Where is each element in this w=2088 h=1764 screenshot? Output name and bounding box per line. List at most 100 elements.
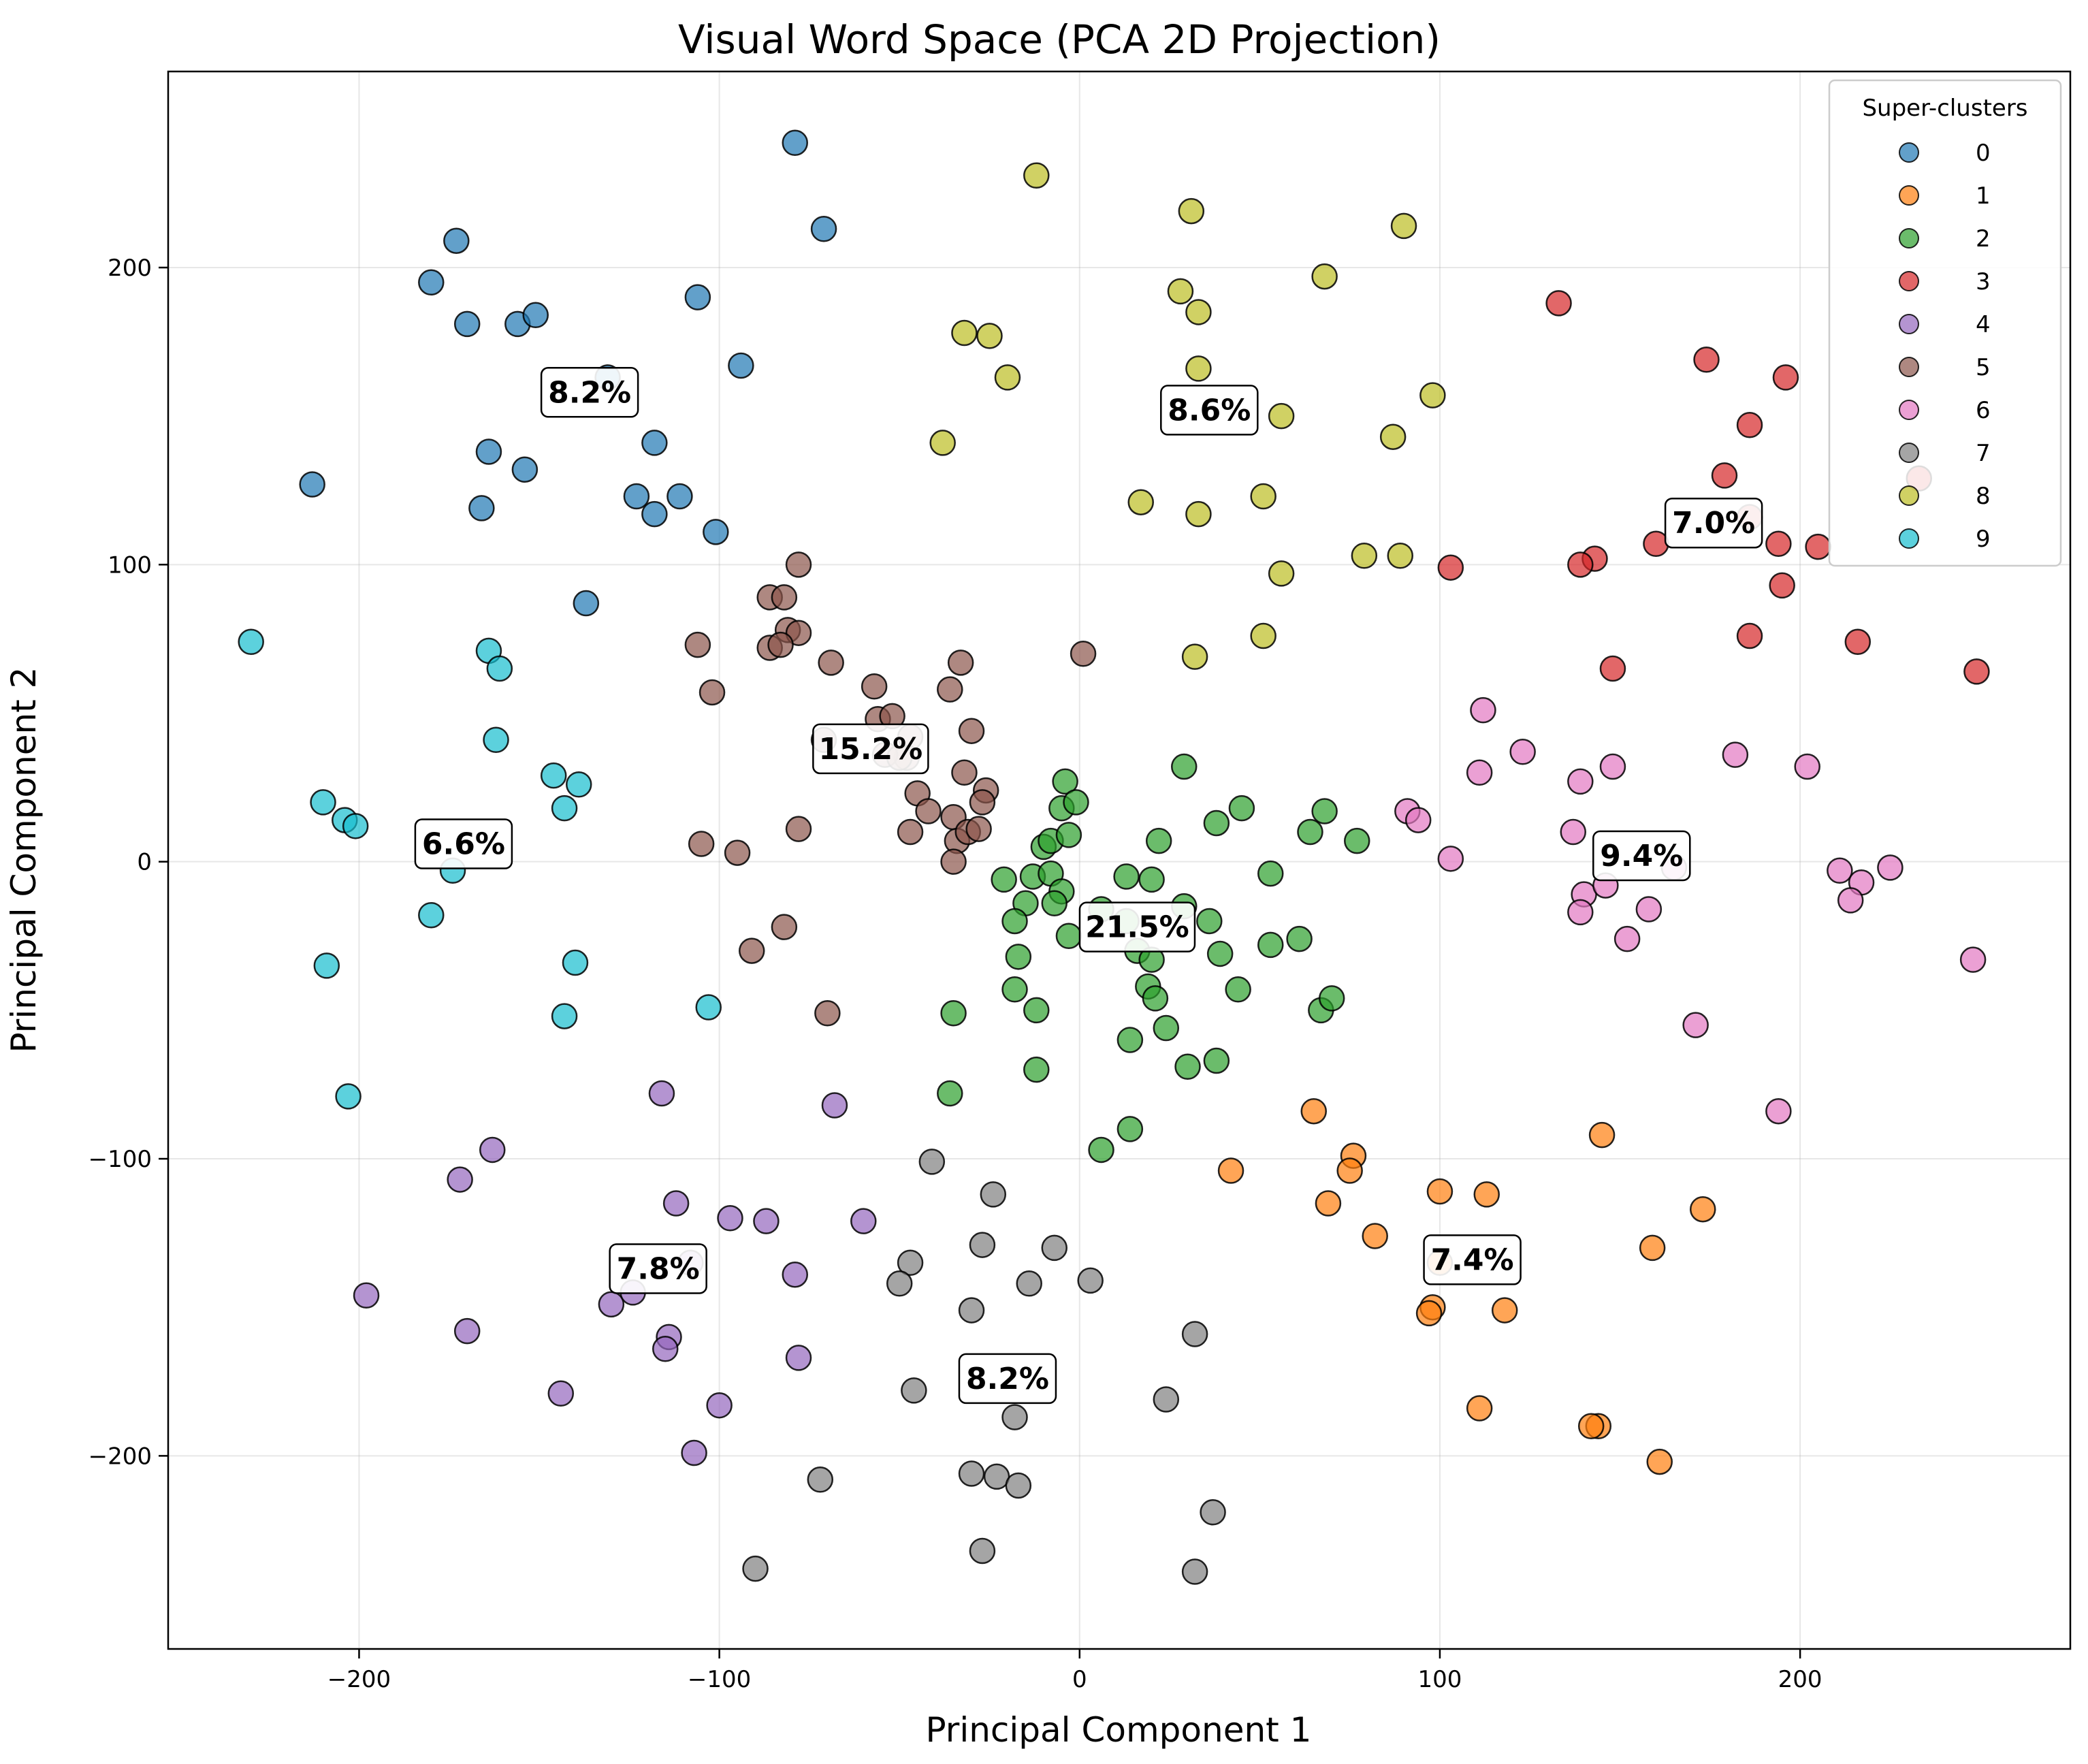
annotation-box (1423, 1234, 1522, 1285)
x-tick-label: 200 (1778, 1666, 1822, 1693)
data-point-cluster-8 (1185, 355, 1212, 382)
data-point-cluster-7 (742, 1555, 769, 1582)
legend-marker-5 (1899, 357, 1919, 377)
data-point-cluster-8 (1250, 483, 1276, 510)
legend-marker-7 (1899, 443, 1919, 463)
legend-entry-label: 7 (1976, 440, 1991, 467)
legend-marker-4 (1899, 314, 1919, 334)
data-point-cluster-7 (1016, 1270, 1042, 1297)
data-point-cluster-6 (1613, 925, 1641, 952)
data-point-cluster-5 (688, 831, 715, 857)
data-point-cluster-8 (1268, 560, 1295, 587)
data-point-cluster-6 (1722, 741, 1749, 768)
data-point-cluster-4 (447, 1166, 473, 1193)
data-point-cluster-2 (1206, 940, 1234, 967)
data-point-cluster-4 (753, 1208, 780, 1234)
data-point-cluster-9 (562, 949, 589, 976)
data-point-cluster-4 (547, 1380, 575, 1407)
annotation-box (414, 818, 513, 869)
data-point-cluster-8 (951, 319, 978, 347)
percentage-label: 8.2% (966, 1362, 1049, 1396)
data-point-cluster-7 (807, 1466, 834, 1493)
data-point-cluster-2 (1318, 985, 1345, 1012)
data-point-cluster-7 (918, 1149, 946, 1175)
data-point-cluster-5 (937, 676, 963, 703)
data-point-cluster-5 (915, 798, 942, 824)
data-point-cluster-9 (540, 762, 567, 789)
x-axis-label: Principal Component 1 (926, 1710, 1312, 1750)
data-point-cluster-7 (969, 1232, 996, 1258)
data-point-cluster-5 (958, 718, 985, 744)
annotation-box (1664, 497, 1763, 549)
data-point-cluster-2 (1153, 1014, 1180, 1042)
data-point-cluster-2 (1113, 863, 1140, 890)
legend-marker-6 (1899, 400, 1919, 420)
percentage-label: 7.0% (1672, 506, 1755, 541)
data-point-cluster-3 (1545, 290, 1572, 317)
data-point-cluster-2 (1257, 860, 1284, 887)
data-point-cluster-6 (1635, 896, 1663, 923)
data-point-cluster-2 (1138, 866, 1165, 893)
data-point-cluster-8 (1178, 197, 1205, 225)
data-point-cluster-9 (551, 1003, 578, 1029)
data-point-cluster-2 (940, 999, 967, 1027)
data-point-cluster-0 (810, 216, 837, 242)
percentage-label: 21.5% (1085, 910, 1189, 945)
data-point-cluster-2 (1005, 944, 1032, 970)
legend-entry-label: 1 (1976, 182, 1991, 210)
data-point-cluster-4 (850, 1208, 877, 1234)
data-point-cluster-3 (1963, 658, 1990, 685)
data-point-cluster-2 (1225, 976, 1251, 1003)
percentage-label: 8.2% (548, 375, 631, 410)
annotation-box (1078, 901, 1196, 952)
data-point-cluster-4 (782, 1261, 808, 1288)
data-point-cluster-3 (1844, 628, 1872, 656)
data-point-cluster-3 (1437, 554, 1464, 581)
data-point-cluster-2 (1203, 1047, 1230, 1074)
y-tick-label: 100 (108, 551, 152, 579)
data-point-cluster-6 (1827, 857, 1853, 884)
data-point-cluster-1 (1415, 1300, 1443, 1327)
chart-title: Visual Word Space (PCA 2D Projection) (678, 16, 1441, 63)
data-point-cluster-9 (486, 655, 513, 682)
data-point-cluster-9 (551, 795, 578, 822)
y-tick-label: −200 (89, 1443, 152, 1470)
data-point-cluster-5 (861, 673, 888, 700)
data-point-cluster-9 (313, 952, 340, 979)
data-point-cluster-7 (958, 1297, 985, 1324)
data-point-cluster-6 (1560, 818, 1586, 846)
x-tick-label: −200 (327, 1666, 391, 1693)
axis-ticks: −200 −100 0 100 200 −200 −100 0 100 200 (89, 255, 1822, 1693)
data-point-cluster-8 (1023, 162, 1050, 189)
data-point-cluster-8 (1379, 423, 1407, 450)
annotation-box (1160, 385, 1259, 436)
data-point-cluster-0 (666, 483, 693, 510)
data-point-cluster-7 (958, 1460, 985, 1487)
legend-marker-1 (1899, 185, 1919, 206)
data-point-cluster-2 (1088, 1136, 1114, 1164)
data-point-cluster-0 (641, 430, 668, 456)
data-point-cluster-5 (814, 999, 841, 1027)
data-point-cluster-5 (897, 818, 924, 846)
data-point-cluster-3 (1599, 655, 1626, 682)
data-point-cluster-2 (1052, 768, 1078, 795)
data-point-cluster-9 (342, 813, 369, 839)
data-point-cluster-4 (717, 1205, 743, 1232)
data-point-cluster-2 (1041, 890, 1067, 917)
data-point-cluster-6 (1567, 899, 1594, 926)
data-point-cluster-7 (1005, 1472, 1032, 1499)
data-point-cluster-7 (1153, 1386, 1180, 1413)
legend-marker-3 (1899, 271, 1919, 291)
data-point-cluster-2 (1001, 908, 1028, 935)
data-point-cluster-7 (1181, 1321, 1208, 1347)
data-point-cluster-6 (1437, 846, 1464, 872)
data-point-cluster-5 (785, 551, 812, 578)
data-point-cluster-1 (1315, 1190, 1342, 1217)
data-point-cluster-8 (1268, 402, 1295, 430)
data-point-cluster-2 (1286, 925, 1313, 952)
data-point-cluster-3 (1693, 347, 1720, 373)
data-point-cluster-2 (937, 1080, 963, 1107)
data-point-cluster-8 (1390, 212, 1417, 240)
data-point-cluster-9 (483, 726, 509, 754)
data-point-cluster-5 (684, 631, 711, 658)
